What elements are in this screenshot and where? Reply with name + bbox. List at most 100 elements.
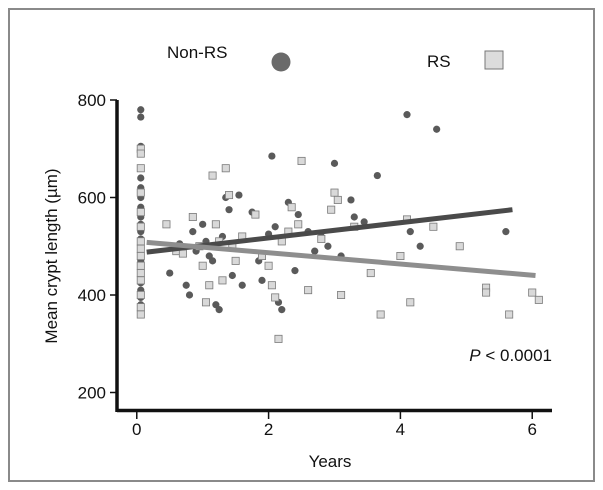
point-rs: [482, 288, 491, 297]
point-non-rs: [373, 171, 381, 180]
point-non-rs: [225, 206, 233, 214]
trendline-rs: [146, 239, 536, 278]
point-rs: [317, 234, 326, 243]
point-non-rs: [182, 281, 190, 289]
point-non-rs: [433, 125, 441, 133]
point-non-rs: [347, 196, 355, 204]
trend-lines: [146, 207, 536, 278]
point-rs: [327, 205, 336, 214]
point-rs: [294, 220, 303, 229]
point-rs: [221, 164, 230, 173]
point-rs: [136, 290, 145, 299]
point-non-rs: [199, 220, 207, 228]
trendline-non-rs: [146, 207, 513, 255]
point-non-rs: [406, 228, 414, 236]
point-rs: [304, 286, 313, 295]
point-non-rs: [189, 228, 197, 236]
point-rs: [251, 210, 260, 219]
point-non-rs: [215, 306, 223, 314]
y-axis-label: Mean crypt length (µm): [42, 168, 61, 343]
x-tick-group: 0 2 4 6: [132, 412, 537, 439]
point-rs: [205, 281, 214, 290]
legend-marker-rs: [484, 50, 504, 70]
point-rs: [136, 222, 145, 231]
point-non-rs: [166, 269, 174, 277]
point-rs: [271, 293, 280, 302]
point-rs: [267, 281, 276, 290]
point-non-rs: [360, 218, 368, 226]
y-tick-group: 200 400 600 800: [78, 91, 117, 403]
point-non-rs: [291, 267, 299, 275]
point-rs: [201, 298, 210, 307]
point-rs: [136, 251, 145, 260]
point-rs: [208, 171, 217, 180]
point-rs: [136, 208, 145, 217]
p-value-text: < 0.0001: [481, 346, 552, 365]
point-non-rs: [330, 159, 339, 167]
p-value-annotation: P < 0.0001: [469, 346, 552, 365]
point-rs: [136, 303, 145, 312]
x-tick-label: 4: [396, 420, 405, 439]
point-rs: [136, 269, 145, 278]
point-rs: [505, 310, 514, 319]
point-non-rs: [235, 191, 243, 199]
point-rs: [162, 220, 171, 229]
point-rs: [136, 310, 145, 319]
point-non-rs: [185, 291, 194, 299]
point-rs: [396, 251, 405, 260]
point-non-rs: [258, 276, 266, 284]
point-rs: [287, 203, 296, 212]
point-rs: [231, 256, 240, 265]
point-rs: [136, 237, 145, 246]
data-points: [136, 106, 543, 343]
point-non-rs: [311, 247, 319, 255]
point-rs: [225, 191, 234, 200]
point-rs: [218, 276, 227, 285]
point-rs: [333, 195, 342, 204]
point-rs: [406, 298, 415, 307]
point-non-rs: [137, 174, 145, 182]
legend: Non-RS RS: [167, 43, 504, 72]
point-rs: [297, 156, 306, 165]
point-rs: [330, 188, 339, 197]
point-non-rs: [137, 113, 145, 121]
point-rs: [136, 244, 145, 253]
figure-frame: [8, 8, 595, 482]
point-rs: [136, 188, 145, 197]
point-rs: [211, 220, 220, 229]
point-rs: [136, 149, 145, 158]
y-tick-label: 800: [78, 91, 106, 110]
point-rs: [337, 290, 346, 299]
point-rs: [198, 261, 207, 270]
point-rs: [528, 288, 537, 297]
legend-marker-non-rs: [271, 52, 291, 72]
point-non-rs: [228, 271, 236, 280]
p-value-symbol: P: [469, 346, 481, 365]
point-non-rs: [238, 281, 246, 289]
point-rs: [534, 295, 543, 304]
point-non-rs: [416, 242, 424, 250]
point-rs: [136, 276, 145, 285]
point-rs: [188, 212, 197, 221]
point-non-rs: [208, 257, 217, 265]
point-non-rs: [324, 242, 332, 250]
point-rs: [264, 261, 273, 270]
point-non-rs: [268, 152, 276, 160]
point-non-rs: [278, 306, 286, 314]
y-tick-label: 200: [78, 384, 106, 403]
legend-label-non-rs: Non-RS: [167, 43, 227, 62]
point-non-rs: [294, 210, 302, 219]
point-non-rs: [137, 106, 145, 114]
point-rs: [455, 242, 464, 251]
y-tick-label: 400: [78, 286, 106, 305]
point-non-rs: [403, 111, 411, 119]
x-tick-label: 0: [132, 420, 141, 439]
x-axis-label: Years: [309, 452, 352, 471]
point-non-rs: [502, 228, 510, 236]
point-rs: [429, 222, 438, 231]
y-tick-label: 600: [78, 189, 106, 208]
point-rs: [178, 249, 187, 258]
point-non-rs: [271, 223, 279, 231]
legend-label-rs: RS: [427, 52, 451, 71]
